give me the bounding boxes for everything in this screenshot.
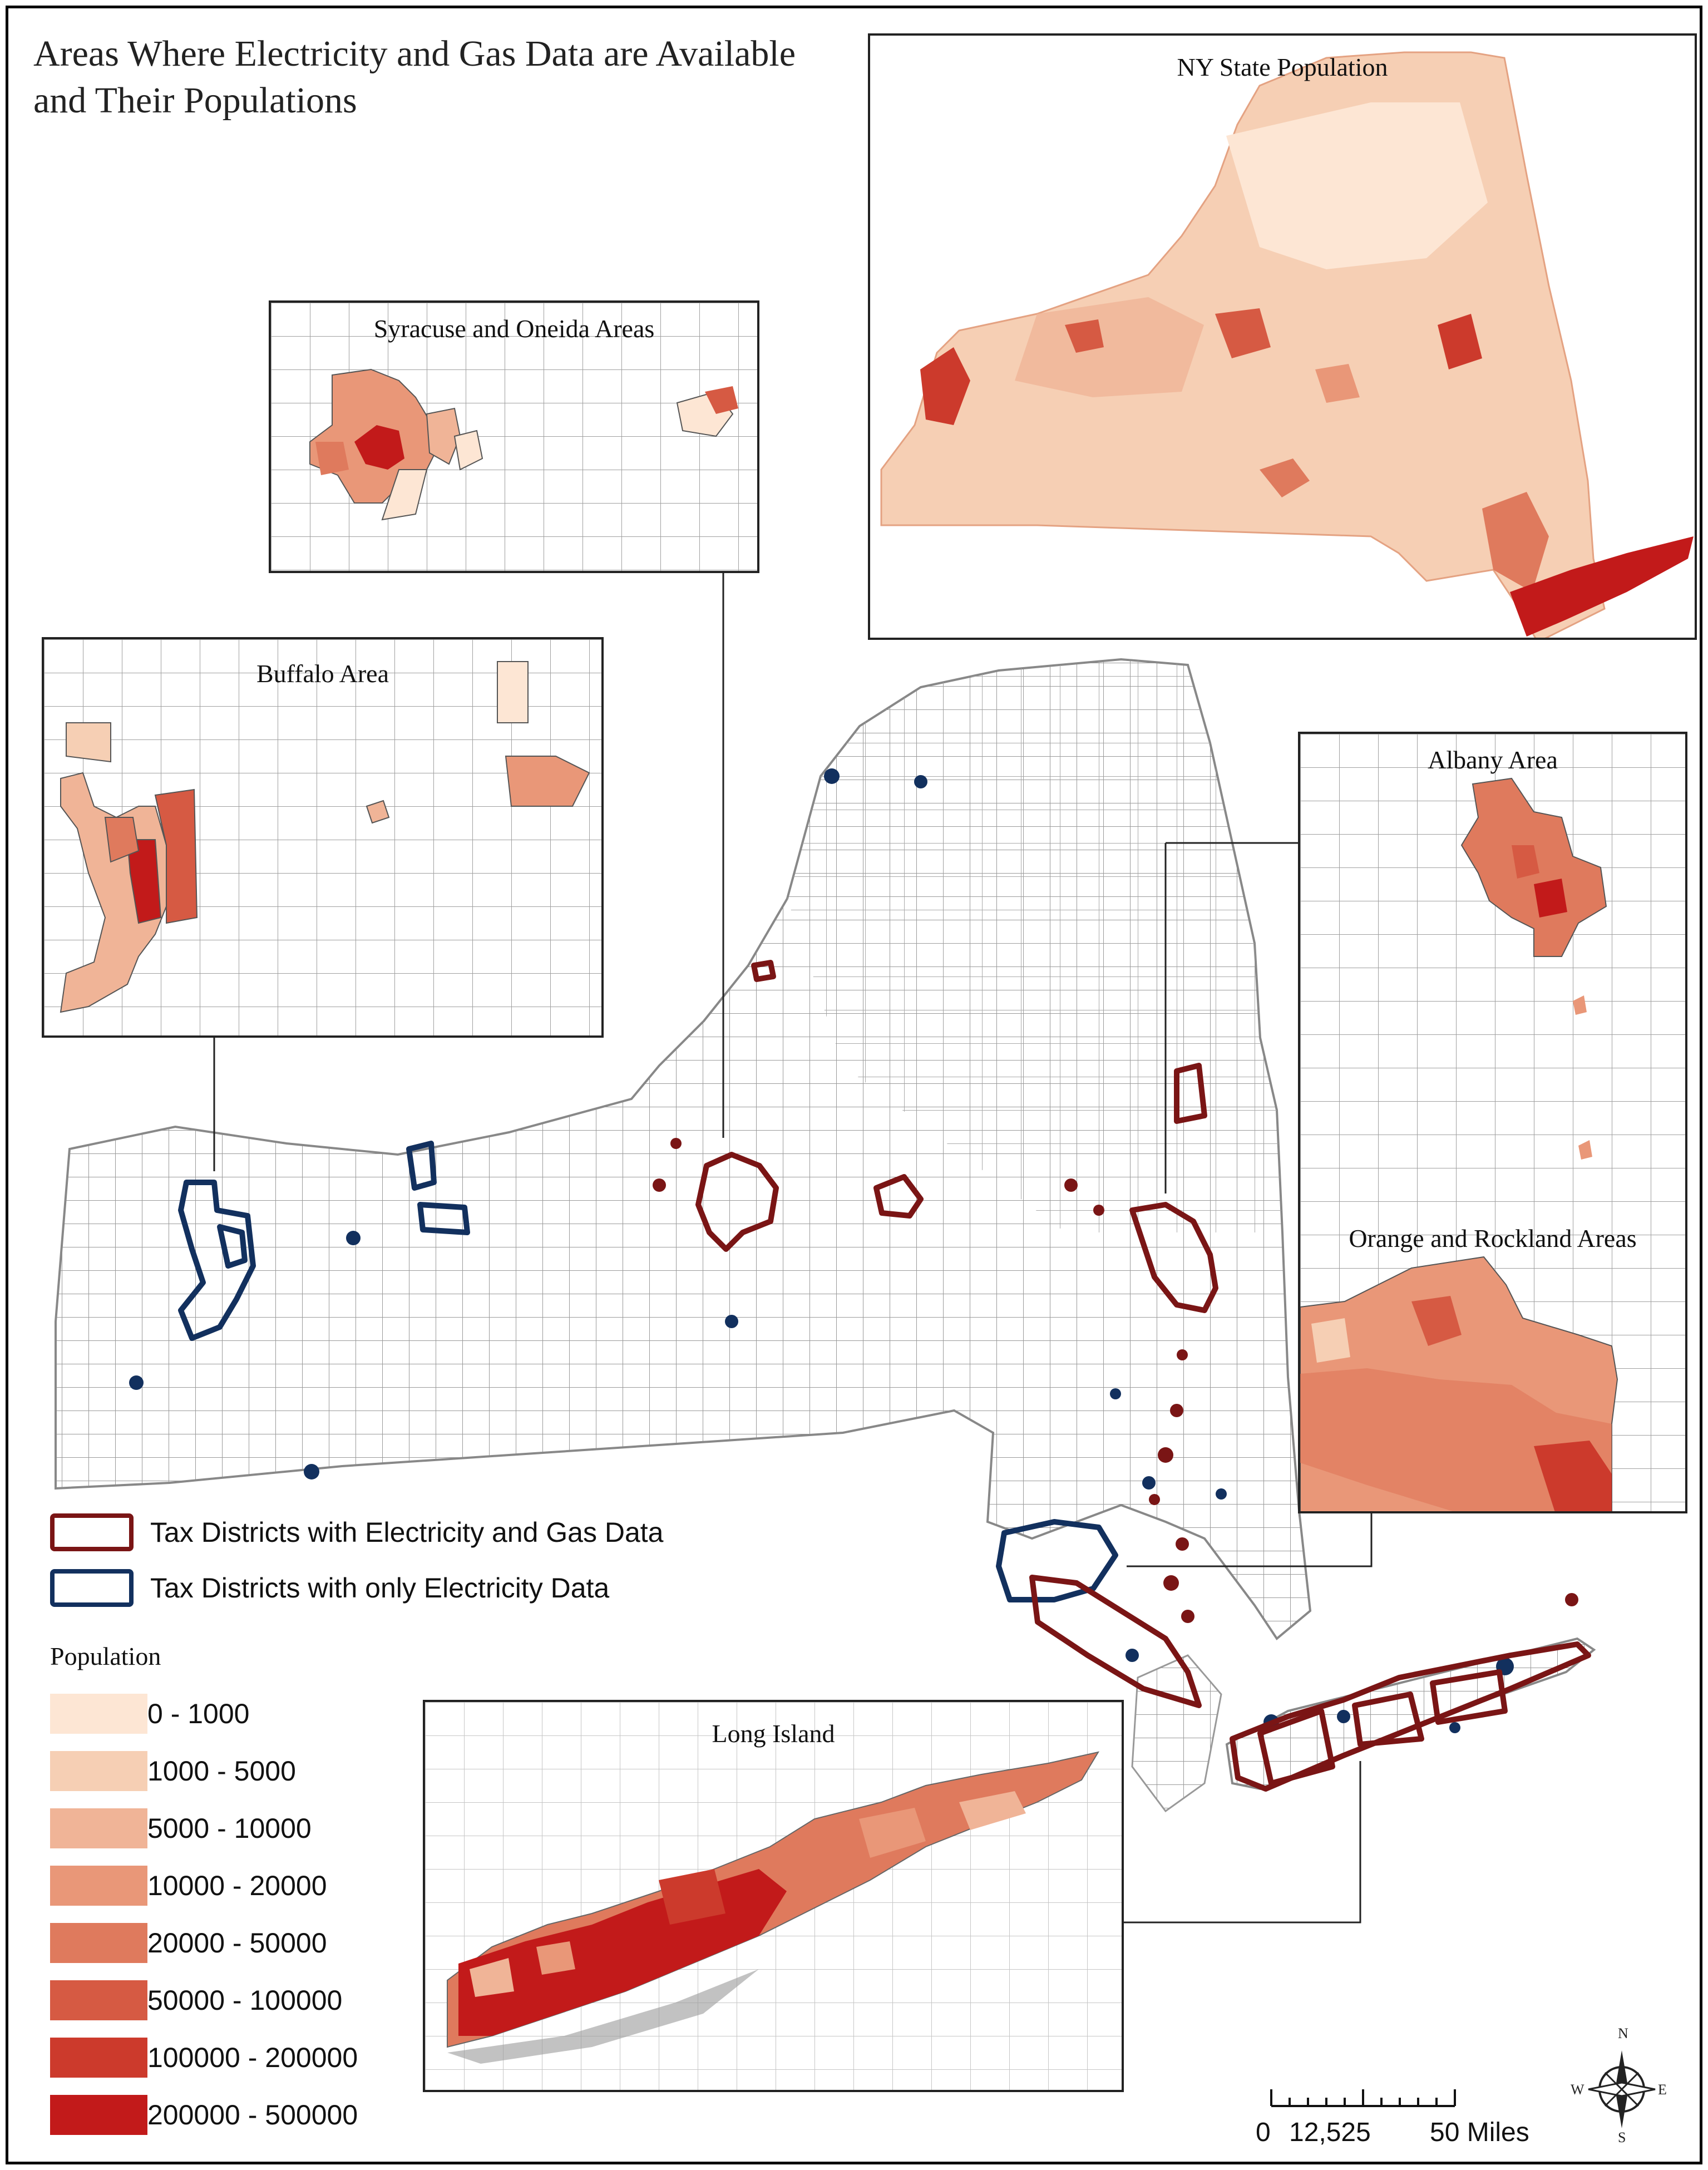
legend-class-1-label: 0 - 1000	[147, 1698, 250, 1729]
inset-title-syracuse: Syracuse and Oneida Areas	[373, 314, 655, 343]
legend-class-8: 200000 - 500000	[50, 2093, 358, 2137]
legend-class-4: 10000 - 20000	[50, 1863, 327, 1908]
scale-bar	[1270, 2089, 1456, 2107]
legend-class-6-label: 50000 - 100000	[147, 1985, 343, 2016]
legend-class-2-label: 1000 - 5000	[147, 1755, 296, 1787]
title-line-1: Areas Where Electricity and Gas Data are…	[33, 33, 796, 74]
compass-south: S	[1618, 2129, 1626, 2146]
inset-albany-orange: Albany Area Orange and Rockland Areas	[1298, 732, 1687, 1513]
legend-class-2-swatch	[50, 1751, 147, 1791]
compass-north: N	[1618, 2025, 1628, 2041]
legend-class-4-label: 10000 - 20000	[147, 1870, 327, 1901]
legend-class-5-label: 20000 - 50000	[147, 1927, 327, 1959]
scale-label-end: 50 Miles	[1430, 2118, 1529, 2147]
legend-class-4-swatch	[50, 1866, 147, 1906]
population-legend-heading: Population	[50, 1642, 161, 1670]
inset-leader-lines	[213, 570, 1373, 1924]
electric-gas-districts	[695, 960, 1591, 1792]
inset-buffalo: Buffalo Area	[42, 637, 604, 1038]
electric-only-districts	[178, 1141, 1118, 1602]
inset-long-island: Long Island	[423, 1700, 1124, 2092]
electric-gas-points	[653, 1138, 1578, 1623]
inset-title-ny-state: NY State Population	[1177, 53, 1388, 81]
legend-electric-gas-label: Tax Districts with Electricity and Gas D…	[150, 1517, 664, 1548]
inset-ny-state: NY State Population	[868, 33, 1697, 640]
map-title: Areas Where Electricity and Gas Data are…	[33, 31, 796, 124]
legend-class-2: 1000 - 5000	[50, 1749, 296, 1793]
legend-class-7-swatch	[50, 2038, 147, 2078]
legend-electric-only-label: Tax Districts with only Electricity Data	[150, 1572, 610, 1604]
legend-class-1-swatch	[50, 1694, 147, 1734]
legend-class-7: 100000 - 200000	[50, 2035, 358, 2080]
inset-title-long-island: Long Island	[712, 1719, 835, 1748]
north-arrow-icon	[1588, 2050, 1656, 2128]
title-line-2: and Their Populations	[33, 80, 357, 121]
legend-electric-only-swatch	[50, 1569, 134, 1607]
legend-class-3-label: 5000 - 10000	[147, 1813, 312, 1844]
legend-class-5-swatch	[50, 1923, 147, 1963]
legend-class-5: 20000 - 50000	[50, 1921, 327, 1965]
inset-syracuse: Syracuse and Oneida Areas	[269, 300, 759, 573]
legend-class-8-label: 200000 - 500000	[147, 2099, 358, 2130]
legend-class-7-label: 100000 - 200000	[147, 2042, 358, 2073]
long-island-main	[1225, 1637, 1596, 1791]
legend-class-3-swatch	[50, 1808, 147, 1848]
legend-class-6-swatch	[50, 1980, 147, 2020]
compass-east: E	[1658, 2082, 1667, 2098]
compass-west: W	[1571, 2082, 1584, 2098]
legend-class-8-swatch	[50, 2095, 147, 2135]
inset-title-buffalo: Buffalo Area	[256, 659, 389, 688]
legend-electric-gas-swatch	[50, 1513, 134, 1551]
legend-class-6: 50000 - 100000	[50, 1978, 342, 2023]
legend-electric-only: Tax Districts with only Electricity Data	[50, 1569, 609, 1607]
legend-class-1: 0 - 1000	[50, 1691, 249, 1736]
main-map	[55, 570, 1596, 1924]
inset-title-albany: Albany Area	[1428, 746, 1558, 774]
map-frame: Areas Where Electricity and Gas Data are…	[6, 6, 1702, 2164]
inset-title-orange-rockland: Orange and Rockland Areas	[1349, 1224, 1637, 1252]
legend-electric-gas: Tax Districts with Electricity and Gas D…	[50, 1513, 664, 1551]
scale-label-mid: 12,525	[1289, 2118, 1371, 2147]
legend-class-3: 5000 - 10000	[50, 1806, 312, 1851]
scale-label-zero: 0	[1256, 2118, 1271, 2147]
